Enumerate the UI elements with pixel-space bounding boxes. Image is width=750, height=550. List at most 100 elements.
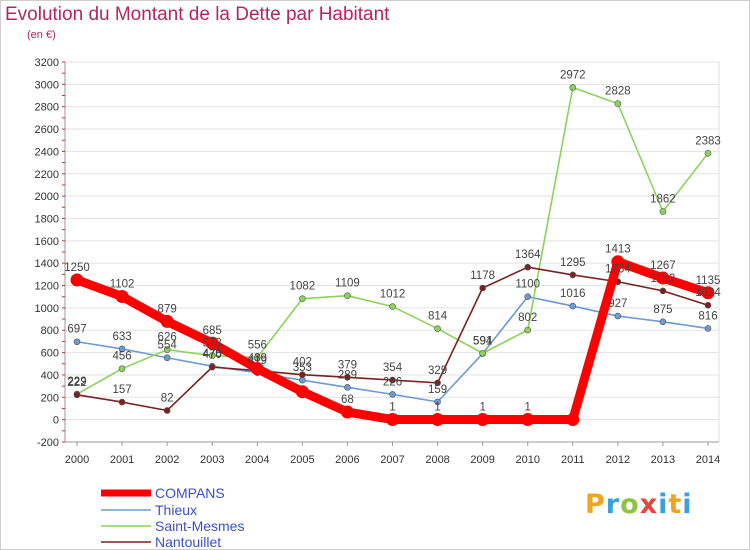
- data-label: 626: [158, 332, 177, 344]
- data-label: 814: [428, 311, 448, 323]
- legend-label: COMPANS: [155, 485, 225, 501]
- data-point: [299, 295, 306, 303]
- data-label: 157: [112, 384, 131, 396]
- x-tick-label: 2013: [651, 454, 675, 466]
- y-tick-label: 1000: [35, 303, 59, 315]
- data-label: 685: [203, 325, 222, 337]
- data-point: [118, 398, 126, 406]
- data-point: [386, 413, 399, 427]
- x-tick-label: 2004: [245, 454, 269, 466]
- data-label: 1295: [560, 257, 586, 269]
- legend-label: Saint-Mesmes: [155, 518, 244, 534]
- data-point: [344, 373, 351, 381]
- data-point: [434, 379, 441, 387]
- data-label: 402: [293, 357, 312, 369]
- y-tick-label: 400: [41, 370, 59, 382]
- data-label: 470: [203, 349, 222, 361]
- data-point: [476, 413, 490, 427]
- data-point: [659, 318, 667, 326]
- chart-subtitle: (en €): [27, 29, 56, 41]
- data-label: 1012: [380, 289, 406, 301]
- data-label: 1250: [64, 262, 90, 274]
- data-point: [614, 312, 622, 320]
- x-tick-label: 2006: [335, 454, 359, 466]
- data-point: [70, 273, 84, 287]
- y-tick-label: 0: [53, 415, 59, 427]
- data-point: [389, 391, 396, 398]
- data-label: 1016: [560, 288, 586, 300]
- data-point: [253, 354, 261, 361]
- data-point: [434, 398, 441, 406]
- y-tick-label: 2800: [35, 102, 59, 114]
- data-label: 1152: [651, 273, 676, 285]
- data-point: [431, 413, 445, 427]
- data-point: [295, 385, 309, 399]
- data-label: 1: [525, 402, 531, 414]
- y-tick-label: 2200: [35, 169, 59, 181]
- data-point: [479, 284, 486, 292]
- data-label: 2972: [560, 69, 586, 81]
- data-label: 1109: [335, 278, 360, 290]
- data-point: [566, 413, 580, 427]
- data-label: 82: [161, 392, 174, 404]
- y-tick-label: -200: [37, 437, 59, 449]
- data-label: 1364: [515, 249, 541, 261]
- data-label: 1: [479, 402, 485, 414]
- data-point: [614, 100, 622, 107]
- data-label: 1135: [696, 275, 721, 287]
- data-point: [205, 336, 219, 350]
- data-label: 2828: [605, 86, 631, 98]
- y-tick-label: 1800: [35, 213, 59, 225]
- data-point: [611, 255, 625, 269]
- data-label: 591: [473, 336, 492, 348]
- data-label: 879: [158, 303, 177, 315]
- x-tick-label: 2005: [290, 454, 314, 466]
- chart-title: Evolution du Montant de la Dette par Hab…: [5, 4, 390, 25]
- data-label: 1: [434, 402, 440, 414]
- data-label: 2383: [695, 135, 721, 147]
- data-label: 478: [203, 348, 222, 360]
- y-tick-label: 1600: [35, 236, 59, 248]
- data-label: 289: [338, 369, 357, 381]
- data-point: [340, 405, 354, 419]
- data-label: 594: [473, 335, 493, 347]
- x-tick-label: 2008: [425, 454, 449, 466]
- data-label: 554: [158, 340, 178, 352]
- x-tick-label: 2001: [110, 454, 134, 466]
- x-tick-label: 2009: [470, 454, 494, 466]
- x-tick-label: 2010: [515, 454, 539, 466]
- data-point: [701, 286, 715, 300]
- data-point: [704, 150, 712, 157]
- data-label: 1: [389, 402, 395, 414]
- data-label: 456: [112, 351, 131, 363]
- data-label: 1100: [515, 279, 540, 291]
- data-label: 222: [67, 377, 86, 389]
- data-label: 159: [428, 384, 447, 396]
- x-tick-label: 2003: [200, 454, 224, 466]
- data-label: 229: [67, 376, 86, 388]
- data-label: 353: [293, 362, 312, 374]
- y-tick-label: 2400: [35, 146, 59, 158]
- data-label: 802: [518, 312, 537, 324]
- data-point: [569, 302, 577, 310]
- data-label: 1862: [650, 194, 676, 206]
- data-point: [704, 325, 712, 332]
- data-label: 927: [608, 298, 627, 310]
- data-point: [704, 301, 712, 309]
- data-label: 1024: [695, 287, 721, 299]
- data-point: [250, 362, 264, 376]
- data-point: [524, 293, 532, 301]
- y-tick-label: 1400: [35, 258, 59, 270]
- data-point: [434, 325, 441, 332]
- data-label: 68: [341, 394, 354, 406]
- data-label: 226: [383, 376, 402, 388]
- data-point: [208, 363, 216, 371]
- y-tick-label: 2000: [35, 191, 59, 203]
- x-tick-label: 2000: [65, 454, 89, 466]
- data-label: 439: [248, 353, 267, 365]
- y-tick-label: 600: [41, 348, 59, 360]
- data-point: [524, 326, 532, 334]
- data-label: 329: [428, 365, 447, 377]
